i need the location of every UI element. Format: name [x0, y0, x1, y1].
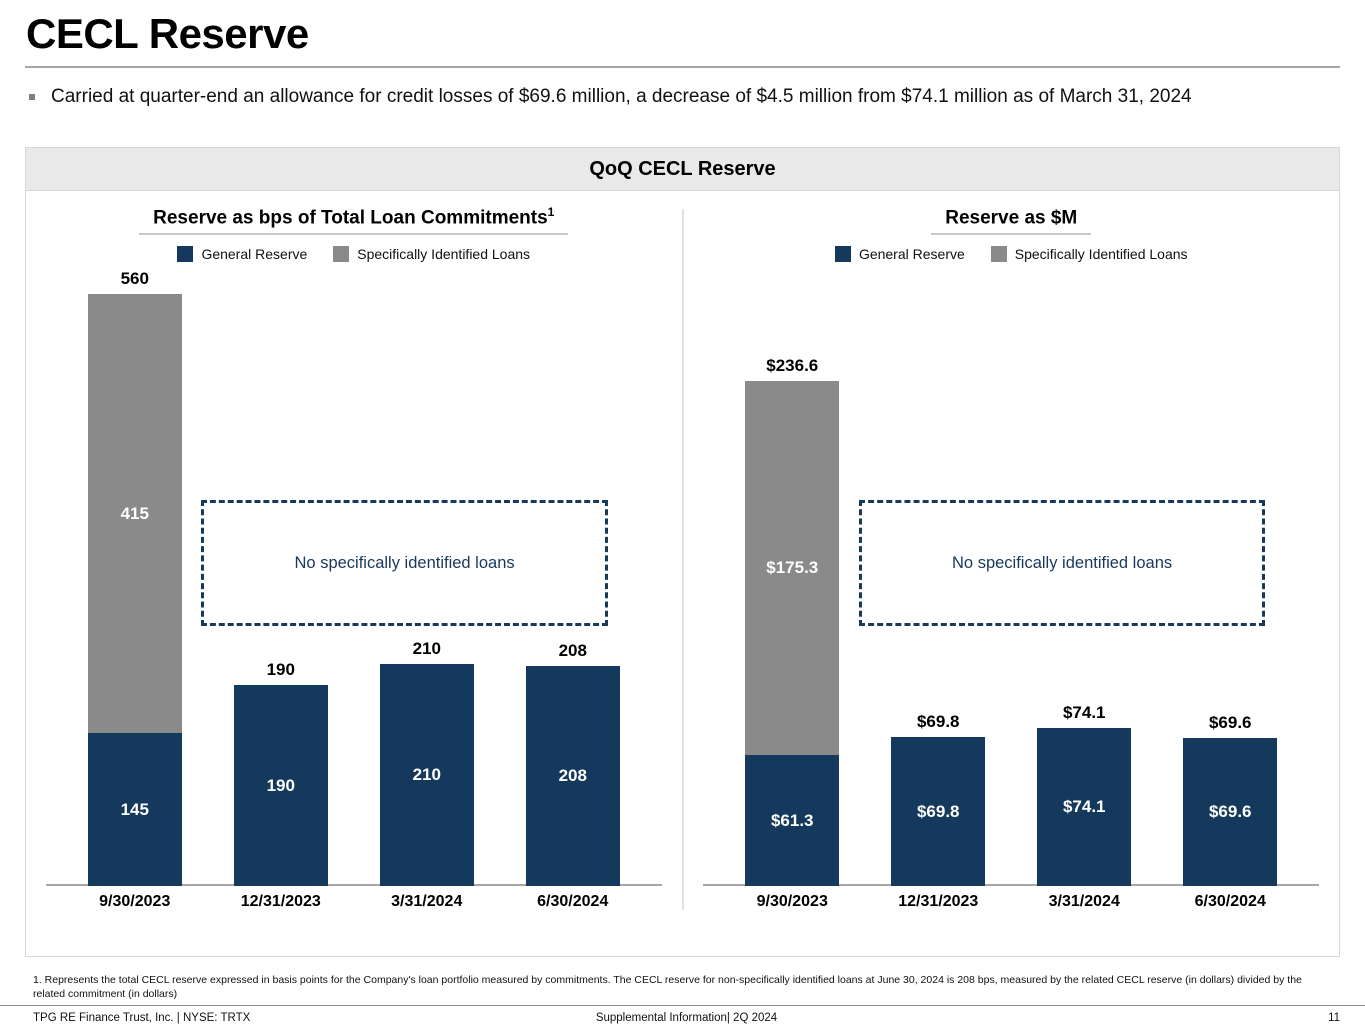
panel-header: QoQ CECL Reserve [26, 148, 1339, 191]
x-axis-label: 12/31/2023 [240, 893, 321, 911]
dollar-chart-x-labels: 9/30/2023 12/31/2023 3/31/2024 6/30/2024 [694, 893, 1330, 911]
dollar-chart-legend: General Reserve Specifically Identified … [684, 244, 1340, 264]
bar-column: 190 190 [208, 660, 354, 887]
bar-total-label: $236.6 [766, 356, 819, 376]
bar-segment: 210 [379, 664, 474, 887]
x-axis-line [45, 884, 662, 887]
bar-total-label: $74.1 [1062, 703, 1106, 723]
x-axis-label: 6/30/2024 [537, 893, 609, 911]
x-axis-label: 3/31/2024 [1048, 893, 1120, 911]
bar-column: $74.1 $74.1 [1011, 703, 1157, 887]
bar-column: $236.6 $175.3 $61.3 [719, 356, 865, 887]
annotation-text: No specifically identified loans [952, 553, 1173, 572]
page-number: 11 [1328, 1012, 1341, 1024]
bar-total-label: 208 [558, 641, 587, 661]
bar-total-label: $69.6 [1208, 713, 1252, 733]
bar-total-label: 560 [120, 269, 149, 289]
bps-chart-title: Reserve as bps of Total Loan Commitments… [26, 205, 682, 236]
general-reserve-swatch-icon [834, 246, 851, 263]
bullet-icon [29, 94, 35, 100]
bar-value-label: 145 [120, 799, 149, 819]
bar-segment: $69.6 [1183, 738, 1278, 887]
x-axis-label: 6/30/2024 [1194, 893, 1266, 911]
bar-value-label: 208 [558, 766, 587, 786]
x-axis-label: 9/30/2023 [99, 893, 171, 911]
specifically-identified-swatch-icon [990, 246, 1007, 263]
no-loans-annotation-box: No specifically identified loans [201, 500, 608, 627]
footer-doc-title: Supplemental Information| 2Q 2024 [595, 1012, 778, 1024]
bps-chart-plot: No specifically identified loans 560 415 1… [36, 269, 672, 887]
bar-total-label: 210 [412, 639, 441, 659]
annotation-text: No specifically identified loans [294, 553, 515, 572]
chart-divider [681, 209, 684, 910]
bar-segment: 145 [87, 733, 182, 887]
bar-segment: 415 [87, 294, 182, 734]
x-axis-line [703, 884, 1320, 887]
bar-total-label: 190 [266, 660, 295, 680]
bps-chart-legend: General Reserve Specifically Identified … [26, 244, 682, 264]
x-axis-label: 3/31/2024 [391, 893, 463, 911]
footnote: 1. Represents the total CECL reserve exp… [33, 974, 1302, 1001]
bar-total-label: $69.8 [916, 712, 960, 732]
page-title: CECL Reserve [26, 10, 309, 57]
dollar-chart-title: Reserve as $M [684, 205, 1340, 236]
legend-item-general-reserve: General Reserve [834, 244, 965, 264]
bar-column: 560 415 145 [62, 269, 208, 887]
legend-item-specifically-identified: Specifically Identified Loans [333, 244, 530, 264]
x-axis-label: 12/31/2023 [898, 893, 979, 911]
legend-label: General Reserve [858, 246, 965, 263]
general-reserve-swatch-icon [177, 246, 194, 263]
legend-item-general-reserve: General Reserve [177, 244, 307, 264]
bar-value-label: $175.3 [766, 558, 819, 578]
bar-value-label: $69.8 [916, 801, 960, 821]
bar-columns: $236.6 $175.3 $61.3 $69.8 $69.8 $74.1 $74.1 $69… [694, 278, 1330, 887]
bps-chart-x-labels: 9/30/2023 12/31/2023 3/31/2024 6/30/2024 [36, 893, 672, 911]
bar-value-label: $69.6 [1208, 802, 1252, 822]
bar-segment: $175.3 [745, 381, 840, 756]
no-loans-annotation-box: No specifically identified loans [858, 500, 1266, 627]
bar-segment: $74.1 [1037, 728, 1132, 887]
chart-panel: QoQ CECL Reserve Reserve as bps of Total… [25, 147, 1340, 957]
bar-column: 210 210 [354, 639, 500, 887]
bar-column: 208 208 [500, 641, 646, 887]
bar-value-label: 190 [266, 775, 295, 795]
bar-column: $69.8 $69.8 [865, 712, 1011, 887]
summary-text: Carried at quarter-end an allowance for … [51, 86, 1192, 107]
footer-company: TPG RE Finance Trust, Inc. | NYSE: TRTX [33, 1012, 251, 1024]
bar-segment: $61.3 [745, 755, 840, 887]
title-divider [25, 66, 1340, 68]
footnote-marker: 1 [547, 205, 555, 219]
legend-item-specifically-identified: Specifically Identified Loans [990, 244, 1188, 264]
bar-segment: 190 [233, 685, 328, 887]
specifically-identified-swatch-icon [333, 246, 350, 263]
summary-bullet: Carried at quarter-end an allowance for … [29, 86, 1340, 108]
bar-value-label: $61.3 [770, 810, 814, 830]
bar-value-label: $74.1 [1062, 797, 1106, 817]
x-axis-label: 9/30/2023 [756, 893, 828, 911]
footer: TPG RE Finance Trust, Inc. | NYSE: TRTX … [0, 1005, 1365, 1024]
bar-column: $69.6 $69.6 [1157, 713, 1303, 887]
legend-label: Specifically Identified Loans [1014, 246, 1188, 263]
slide: CECL Reserve Carried at quarter-end an a… [0, 10, 1365, 1024]
bar-columns: 560 415 145 190 190 210 210 208 208 [36, 269, 672, 887]
bar-segment: 208 [525, 666, 620, 887]
panel-body: Reserve as bps of Total Loan Commitments… [26, 191, 1339, 956]
dollar-chart: Reserve as $M General Reserve Specifical… [684, 191, 1340, 956]
bar-value-label: 415 [120, 503, 149, 523]
bar-segment: $69.8 [891, 737, 986, 887]
bar-value-label: 210 [412, 765, 441, 785]
legend-label: General Reserve [201, 246, 308, 263]
bps-chart: Reserve as bps of Total Loan Commitments… [26, 191, 682, 956]
legend-label: Specifically Identified Loans [357, 246, 531, 263]
dollar-chart-plot: No specifically identified loans $236.6 $… [694, 278, 1330, 887]
